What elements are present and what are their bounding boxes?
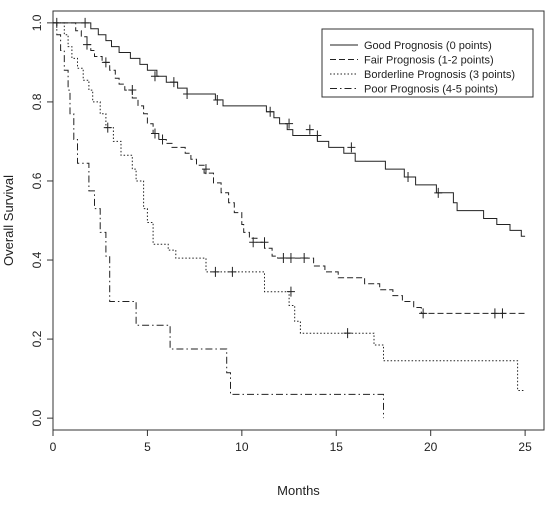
censor-mark-series-1 — [82, 39, 91, 50]
censor-mark-series-0 — [347, 142, 356, 153]
censor-mark-series-1 — [249, 237, 258, 248]
plot-border — [52, 10, 545, 431]
censor-mark-series-1 — [490, 308, 499, 319]
censor-mark-series-1 — [201, 164, 210, 175]
censor-mark-series-1 — [498, 308, 507, 319]
series-line-0 — [53, 22, 526, 237]
legend-label-1: Fair Prognosis (1-2 points) — [364, 55, 494, 67]
censor-marks — [52, 17, 507, 339]
series-line-1 — [53, 22, 526, 314]
y-axis-title: Overall Survival — [1, 175, 16, 266]
censor-mark-series-1 — [419, 308, 428, 319]
legend: Good Prognosis (0 points) Fair Prognosis … — [321, 28, 534, 98]
x-tick-label: 15 — [330, 440, 344, 454]
censor-mark-series-0 — [266, 106, 275, 117]
censor-mark-series-1 — [286, 253, 295, 264]
censor-mark-series-1 — [300, 253, 309, 264]
y-tick-label: 0.0 — [30, 409, 44, 426]
censor-mark-series-2 — [228, 266, 237, 277]
censor-mark-series-2 — [343, 328, 352, 339]
censor-mark-series-1 — [260, 237, 269, 248]
censor-mark-series-0 — [150, 71, 159, 82]
censor-mark-series-2 — [103, 122, 112, 133]
censor-mark-series-0 — [52, 17, 61, 28]
legend-box — [321, 28, 534, 98]
x-tick-label: 5 — [144, 440, 151, 454]
censor-mark-series-2 — [211, 266, 220, 277]
legend-label-2: Borderline Prognosis (3 points) — [364, 69, 515, 81]
y-tick-label: 0.8 — [30, 93, 44, 110]
censor-mark-series-1 — [128, 85, 137, 96]
censor-mark-series-0 — [183, 89, 192, 100]
x-axis-title: Months — [277, 483, 320, 498]
y-tick-label: 1.0 — [30, 14, 44, 31]
x-tick-label: 20 — [424, 440, 438, 454]
plot-frame — [52, 10, 545, 431]
x-tick-label: 10 — [235, 440, 249, 454]
censor-mark-series-1 — [150, 128, 159, 139]
x-tick-label: 25 — [518, 440, 532, 454]
y-axis: 0.0 0.2 0.4 0.6 0.8 1.0 — [30, 14, 53, 426]
series-line-2 — [53, 22, 526, 391]
censor-mark-series-0 — [81, 17, 90, 28]
censor-mark-series-0 — [434, 187, 443, 198]
x-tick-label: 0 — [50, 440, 57, 454]
x-axis: 0 5 10 15 20 25 — [50, 430, 532, 454]
y-tick-label: 0.6 — [30, 172, 44, 189]
y-tick-label: 0.2 — [30, 330, 44, 347]
censor-mark-series-0 — [169, 77, 178, 88]
censor-mark-series-0 — [213, 94, 222, 105]
censor-mark-series-1 — [279, 253, 288, 264]
censor-mark-series-0 — [305, 124, 314, 135]
legend-label-0: Good Prognosis (0 points) — [364, 40, 492, 52]
censor-mark-series-2 — [286, 286, 295, 297]
censor-mark-series-1 — [101, 57, 110, 68]
legend-label-3: Poor Prognosis (4-5 points) — [364, 84, 498, 96]
censor-mark-series-0 — [285, 118, 294, 129]
censor-mark-series-0 — [404, 172, 413, 183]
censor-mark-series-0 — [313, 130, 322, 141]
series-line-3 — [53, 22, 384, 419]
survival-curves — [53, 22, 526, 419]
y-tick-label: 0.4 — [30, 251, 44, 268]
censor-mark-series-1 — [158, 134, 167, 145]
